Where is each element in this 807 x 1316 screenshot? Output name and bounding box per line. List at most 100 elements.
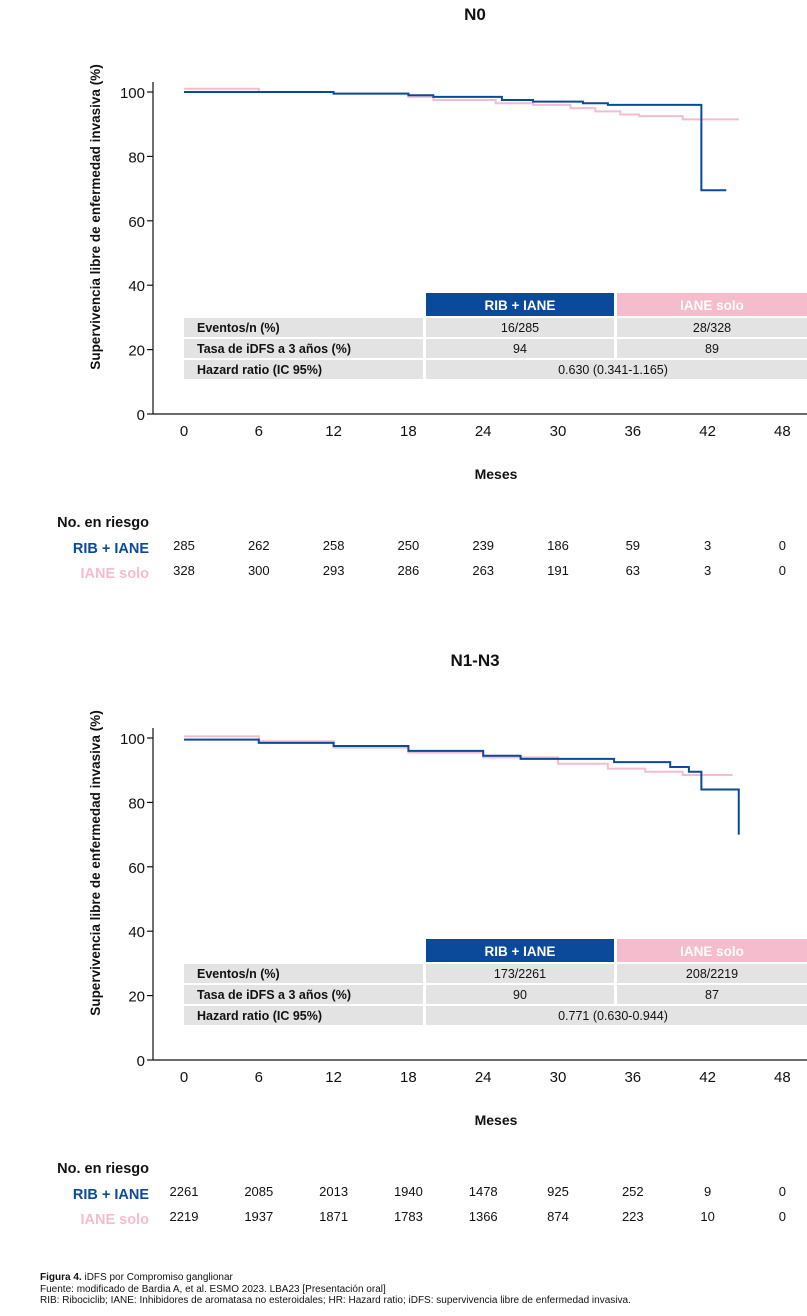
n0-table-row-label-bg [184,360,423,379]
n0-risk-rib-value: 285 [173,538,195,553]
n0-risk-rib-value: 186 [547,538,569,553]
n1n3-risk-iane-value: 1937 [244,1209,273,1224]
n0-ytick-80: 80 [128,149,145,166]
chart-n1-n3: N1-N3 Supervivencia libre de enfermedad i… [57,651,807,1228]
n1n3-risk-rib-value: 2261 [170,1184,199,1199]
n0-xtick-42: 42 [699,423,716,440]
caption-figure-text: iDFS por Compromiso ganglionar [81,1272,233,1283]
n1n3-xtick-42: 42 [699,1069,716,1086]
n1n3-ytick-0: 0 [137,1053,145,1070]
n1n3-risk-iane-value: 1871 [319,1209,348,1224]
caption-figure-label: Figura 4. [40,1272,82,1283]
n1n3-table-cell-rib: 90 [513,988,527,1002]
n0-risk-rib-value: 258 [323,538,345,553]
n1n3-ytick-80: 80 [128,795,145,812]
n0-risk-iane-value: 263 [472,563,494,578]
n1n3-risk-iane-value: 874 [547,1209,569,1224]
n0-risk-title: No. en riesgo [57,515,149,531]
n0-xtick-48: 48 [774,423,791,440]
n0-xtick-36: 36 [624,423,641,440]
n1n3-risk-iane-value: 0 [779,1209,786,1224]
n0-xtick-6: 6 [255,423,263,440]
n1n3-table-cell-iane: 87 [705,988,719,1002]
n0-table-cell-rib: 16/285 [501,321,539,335]
n1n3-table-row-label-bg [184,964,423,983]
n1n3-title: N1-N3 [450,651,499,670]
n1n3-risk-rib-value: 2085 [244,1184,273,1199]
n1n3-table-cell-iane: 208/2219 [686,967,738,981]
n0-risk-label-iane: IANE solo [81,566,150,582]
n1n3-ytick-20: 20 [128,989,145,1006]
n1n3-table-span-bg [426,1006,807,1025]
n0-table-cell-rib-bg [426,318,614,337]
n0-curve-rib-iane [184,91,727,192]
n1n3-risk-iane-value: 10 [700,1209,714,1224]
n1n3-risk-rib-value: 925 [547,1184,569,1199]
n0-table-row-label-bg [184,339,423,358]
n0-ylabel: Supervivencia libre de enfermedad invasi… [88,64,103,369]
n1n3-risk-rib-value: 9 [704,1184,711,1199]
n1n3-xtick-48: 48 [774,1069,791,1086]
caption-title-line: Figura 4. iDFS por Compromiso ganglionar [40,1272,807,1284]
n1n3-risk-title: No. en riesgo [57,1161,149,1177]
n1n3-table-header-rib-bg [426,939,614,962]
n0-table-row-label: Hazard ratio (IC 95%) [197,363,322,377]
n0-ytick-40: 40 [128,278,145,295]
n0-table-header-iane-bg [617,293,807,316]
n0-risk-iane-value: 293 [323,563,345,578]
n0-risk-iane-value: 191 [547,563,569,578]
n0-table-cell-iane: 89 [705,342,719,356]
n0-risk-rib-value: 262 [248,538,270,553]
n0-ytick-0: 0 [137,407,145,424]
n0-title: N0 [464,5,486,24]
n0-xtick-12: 12 [325,423,342,440]
n0-xtick-18: 18 [400,423,417,440]
n1n3-table-row-label: Hazard ratio (IC 95%) [197,1009,322,1023]
caption-source: Fuente: modificado de Bardia A, et al. E… [40,1283,386,1295]
n0-table-cell-iane-bg [617,339,807,358]
n0-risk-iane-value: 328 [173,563,195,578]
n1n3-risk-iane-value: 223 [622,1209,644,1224]
n0-risk-rib-value: 250 [398,538,420,553]
n0-table-header-rib-bg [426,293,614,316]
n0-risk-rib-value: 0 [779,538,786,553]
n1n3-ytick-40: 40 [128,924,145,941]
n1n3-table-header-iane-bg [617,939,807,962]
n1n3-ytick-100: 100 [120,731,145,748]
n1n3-xtick-6: 6 [255,1069,263,1086]
n0-table-row-label: Tasa de iDFS a 3 años (%) [197,342,351,356]
n0-table-cell-iane-bg [617,318,807,337]
n1n3-table-cell-rib: 173/2261 [494,967,546,981]
n0-xlabel: Meses [475,466,518,482]
n1n3-xlabel: Meses [475,1112,518,1128]
n1n3-table-cell-iane-bg [617,985,807,1004]
n0-table-row-label-bg [184,318,423,337]
n1n3-xtick-0: 0 [180,1069,188,1086]
n1n3-risk-rib-value: 1478 [469,1184,498,1199]
n0-risk-iane-value: 286 [398,563,420,578]
n0-risk-rib-value: 59 [626,538,640,553]
n1n3-table-row-label-bg [184,985,423,1004]
n0-table-span-bg [426,360,807,379]
n0-risk-iane-value: 0 [779,563,786,578]
n1n3-table-cell-rib-bg [426,964,614,983]
n0-ytick-60: 60 [128,214,145,231]
n1n3-table-cell-rib-bg [426,985,614,1004]
n1n3-table-hazard-value: 0.771 (0.630-0.944) [558,1009,668,1023]
n0-risk-iane-value: 63 [626,563,640,578]
n1n3-table-header-iane: IANE solo [680,944,744,959]
n1n3-risk-rib-value: 252 [622,1184,644,1199]
n1n3-risk-rib-value: 1940 [394,1184,423,1199]
n0-risk-iane-value: 3 [704,563,711,578]
n1n3-table-row-label-bg [184,1006,423,1025]
n0-xtick-0: 0 [180,423,188,440]
n0-table-cell-rib-bg [426,339,614,358]
n0-risk-rib-value: 3 [704,538,711,553]
n1n3-risk-iane-value: 1366 [469,1209,498,1224]
n0-table-hazard-value: 0.630 (0.341-1.165) [558,363,668,377]
n0-risk-rib-value: 239 [472,538,494,553]
n1n3-risk-label-iane: IANE solo [81,1212,150,1228]
n0-xtick-24: 24 [475,423,492,440]
n1n3-xtick-18: 18 [400,1069,417,1086]
n0-risk-label-rib: RIB + IANE [73,541,149,557]
